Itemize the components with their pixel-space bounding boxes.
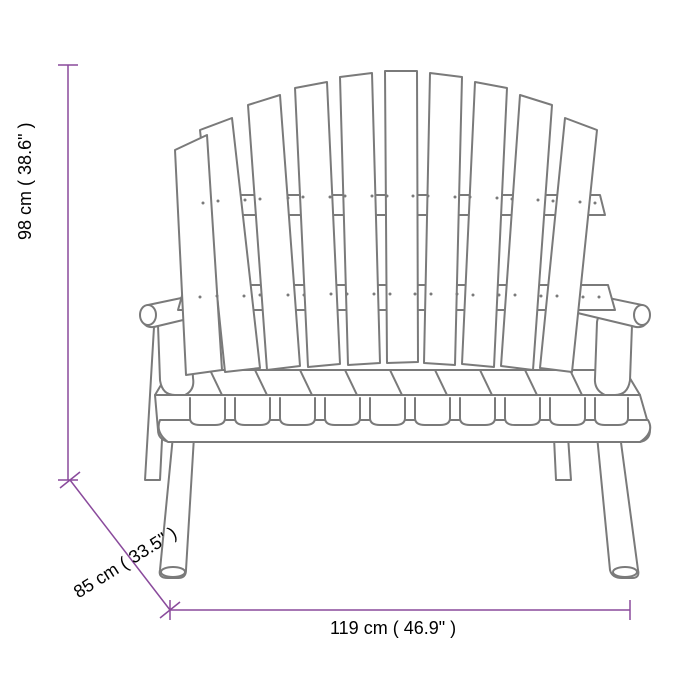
bench-illustration bbox=[0, 0, 700, 700]
width-dimension-label: 119 cm ( 46.9" ) bbox=[330, 618, 456, 639]
height-inches: ( 38.6" ) bbox=[15, 123, 35, 186]
width-cm: 119 cm bbox=[330, 618, 388, 638]
height-dimension-label: 98 cm ( 38.6" ) bbox=[15, 123, 36, 240]
height-cm: 98 cm bbox=[15, 191, 35, 240]
width-inches: ( 46.9" ) bbox=[393, 618, 456, 638]
dimension-diagram: 98 cm ( 38.6" ) 85 cm ( 33.5" ) 119 cm (… bbox=[0, 0, 700, 700]
